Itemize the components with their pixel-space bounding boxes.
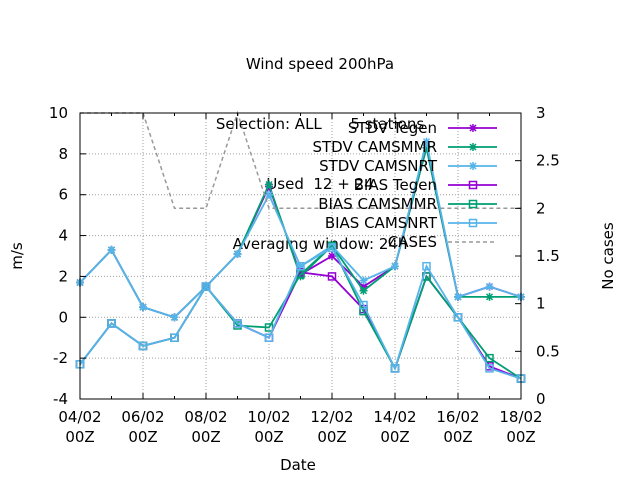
star-marker (359, 276, 368, 285)
x-tick-label-date: 04/02 (58, 408, 101, 426)
x-tick-label-date: 14/02 (373, 408, 416, 426)
y-tick-label: 4 (58, 227, 68, 245)
square-marker (201, 282, 211, 291)
x-tick-label-date: 10/02 (247, 408, 290, 426)
series-line (79, 147, 521, 319)
square-marker (359, 300, 368, 310)
star-marker (265, 180, 273, 189)
grid-layer (80, 113, 521, 399)
x-tick-label-hour: 00Z (254, 428, 283, 446)
y2-tick-label: 1.5 (536, 247, 560, 265)
star-marker (422, 137, 431, 146)
square-marker (468, 180, 478, 190)
square-marker (233, 319, 242, 328)
legend-label: STDV CAMSMMR (312, 138, 437, 156)
star-marker (233, 249, 242, 258)
square-marker (453, 313, 463, 322)
series-layer (75, 110, 526, 383)
title-line-2: Selection: ALL 5 stations (215, 115, 425, 133)
square-marker (390, 364, 400, 373)
y-tick-label: 8 (58, 145, 68, 163)
square-marker (468, 218, 478, 228)
star-marker (359, 282, 368, 291)
x-tick-label-hour: 00Z (128, 428, 157, 446)
star-marker (359, 286, 368, 295)
series-line (79, 141, 522, 319)
legend-label: BIAS Tegen (354, 176, 437, 194)
x-tick-label-hour: 00Z (380, 428, 409, 446)
y-tick-label: -2 (53, 349, 68, 367)
x-tick-label-hour: 00Z (191, 428, 220, 446)
title-line-1: Wind speed 200hPa (245, 55, 395, 73)
y2-tick-label: 0.5 (536, 342, 560, 360)
y2-tick-label: 0 (536, 390, 546, 408)
square-marker (485, 364, 494, 373)
x-tick-label-date: 08/02 (184, 408, 227, 426)
x-tick-label-hour: 00Z (443, 428, 472, 446)
legend-label: STDV Tegen (348, 119, 437, 137)
series-line (79, 147, 522, 319)
y2-axis-label: No cases (599, 222, 617, 290)
title-line-3: Used 12 + 24 (266, 175, 374, 193)
plot-border (79, 112, 522, 400)
square-marker (485, 353, 494, 363)
square-marker (327, 243, 337, 253)
legend-label: CASES (388, 233, 437, 251)
star-marker (422, 143, 431, 152)
legend-label: STDV CAMSNRT (319, 157, 438, 175)
x-tick-label-date: 16/02 (436, 408, 479, 426)
square-marker (327, 272, 337, 281)
series-line (79, 246, 522, 380)
y-tick-label: 6 (58, 186, 68, 204)
star-marker (485, 282, 494, 291)
y2-tick-label: 2 (536, 199, 546, 217)
star-marker (107, 245, 116, 254)
star-marker (170, 313, 179, 322)
series-line (79, 271, 522, 380)
x-tick-label-hour: 00Z (317, 428, 346, 446)
star-marker (328, 252, 336, 260)
axes-layer: 04/02 00Z 06/02 00Z 08/02 00Z 10/02 00Z 12/02 00Z… (49, 104, 560, 446)
y-tick-label: 2 (58, 267, 68, 285)
series-bias-tegen (75, 268, 526, 383)
star-marker (391, 262, 399, 271)
square-marker (138, 341, 148, 351)
legend-label: BIAS CAMSMMR (318, 195, 437, 213)
star-marker (485, 292, 494, 301)
square-marker (296, 261, 305, 271)
star-marker (454, 292, 462, 301)
square-marker (107, 319, 116, 328)
y-tick-label: 10 (49, 104, 68, 122)
y2-tick-label: 3 (536, 104, 546, 122)
y-axis-label: m/s (8, 242, 26, 270)
star-marker (469, 124, 477, 132)
y-tick-label: 0 (58, 308, 68, 326)
square-marker (264, 333, 274, 342)
square-marker (264, 323, 274, 332)
y2-tick-label: 2.5 (536, 152, 560, 170)
star-marker (139, 303, 147, 312)
x-tick-label-date: 06/02 (121, 408, 164, 426)
y-tick-label: -4 (53, 390, 68, 408)
x-axis-label: Date (280, 456, 316, 474)
star-marker (469, 162, 477, 170)
star-marker (265, 190, 273, 199)
square-marker (468, 199, 478, 209)
square-marker (170, 333, 179, 342)
legend-label: BIAS CAMSNRT (325, 214, 438, 232)
x-tick-label-date: 18/02 (499, 408, 542, 426)
square-marker (422, 261, 431, 271)
star-marker (469, 143, 477, 151)
y2-tick-label: 1 (536, 295, 546, 313)
x-tick-label-hour: 00Z (506, 428, 535, 446)
x-tick-label-date: 12/02 (310, 408, 353, 426)
x-tick-label-hour: 00Z (65, 428, 94, 446)
